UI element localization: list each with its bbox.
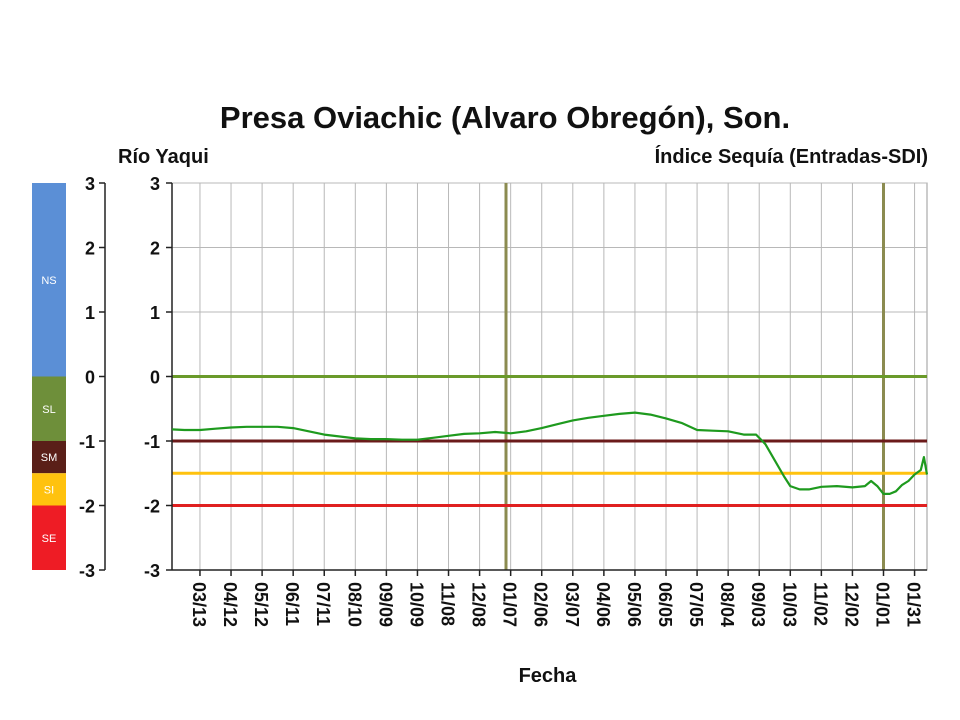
x-tick-label: 03/13 [189, 582, 209, 627]
x-tick-label: 02/06 [531, 582, 551, 627]
x-tick-label: 05/12 [251, 582, 271, 627]
x-tick-label: 07/05 [686, 582, 706, 627]
river-label: Río Yaqui [118, 146, 209, 168]
x-tick-label: 03/07 [562, 582, 582, 627]
y-tick-label: 0 [150, 368, 160, 388]
scale-band-se [32, 505, 66, 570]
index-label: Índice Sequía (Entradas-SDI) [654, 146, 928, 168]
x-tick-label: 08/04 [717, 582, 737, 627]
y-tick-label: -2 [144, 497, 160, 517]
scale-tick-label: 0 [85, 368, 95, 388]
scale-band-ns [32, 183, 66, 377]
x-tick-label: 12/08 [469, 582, 489, 627]
sdi-series-line [171, 411, 929, 495]
chart-title: Presa Oviachic (Alvaro Obregón), Son. [219, 100, 791, 135]
scale-band-label: SE [42, 533, 57, 545]
x-tick-label: 09/03 [748, 582, 768, 627]
x-tick-label: 06/05 [655, 582, 675, 627]
x-tick-label: 10/03 [779, 582, 799, 627]
scale-band-label: NS [41, 275, 56, 287]
x-tick-label: 01/01 [873, 582, 893, 627]
scale-band-label: SL [42, 404, 55, 416]
y-tick-label: -1 [144, 432, 160, 452]
x-tick-label: 04/12 [220, 582, 240, 627]
scale-band-sl [32, 376, 66, 441]
x-tick-label: 11/02 [810, 582, 830, 626]
x-tick-label: 10/09 [406, 582, 426, 627]
x-tick-label: 04/06 [593, 582, 613, 627]
y-tick-label: 2 [150, 239, 160, 259]
scale-band-sm [32, 441, 66, 474]
x-tick-label: 01/31 [904, 582, 924, 627]
scale-tick-label: -1 [79, 432, 95, 452]
x-axis-title: Fecha [519, 665, 578, 687]
scale-band-label: SI [44, 484, 54, 496]
scale-tick-label: 2 [85, 239, 95, 259]
x-tick-label: 12/02 [841, 582, 861, 627]
scale-tick-label: 1 [85, 303, 95, 323]
y-tick-label: 1 [150, 303, 160, 323]
x-tick-label: 11/08 [438, 582, 458, 626]
x-tick-label: 08/10 [344, 582, 364, 627]
x-tick-label: 09/09 [375, 582, 395, 627]
x-tick-label: 07/11 [313, 582, 333, 626]
x-tick-label: 05/06 [624, 582, 644, 627]
scale-tick-label: -2 [79, 497, 95, 517]
scale-tick-label: -3 [79, 561, 95, 581]
y-tick-label: 3 [150, 174, 160, 194]
scale-band-label: SM [41, 452, 58, 464]
x-tick-label: 06/11 [282, 582, 302, 626]
scale-band-si [32, 473, 66, 506]
x-tick-label: 01/07 [500, 582, 520, 627]
y-tick-label: -3 [144, 561, 160, 581]
scale-tick-label: 3 [85, 174, 95, 194]
